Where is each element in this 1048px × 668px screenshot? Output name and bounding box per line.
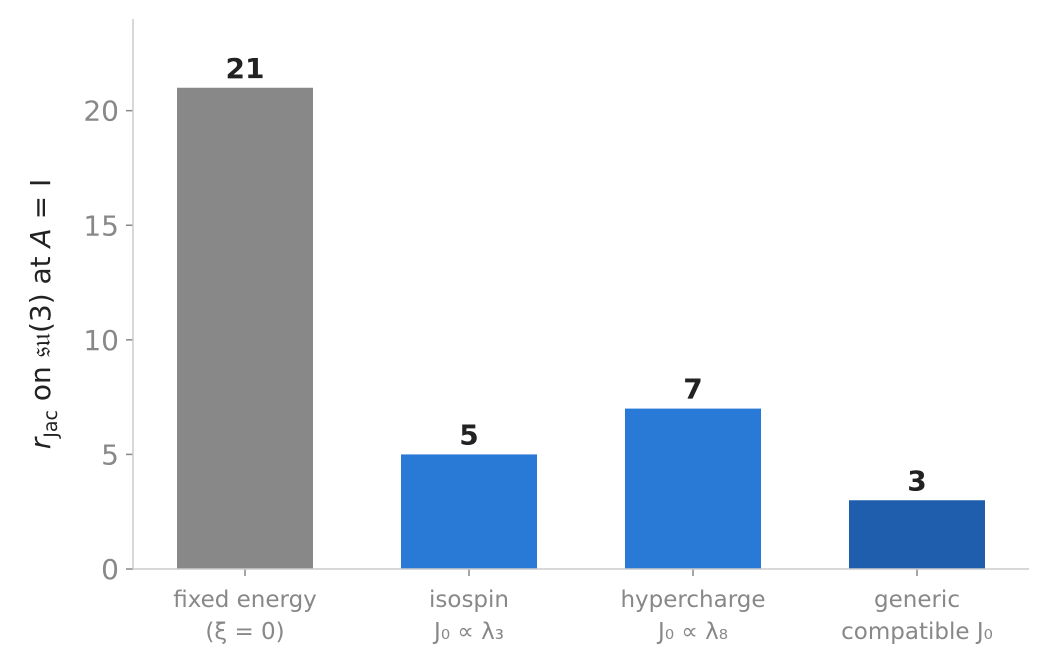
bars-group (177, 87, 985, 569)
bar-3 (849, 500, 985, 569)
value-label-0: 21 (226, 52, 265, 85)
x-tick-label-2-line-1: J₀ ∝ λ₈ (656, 619, 728, 645)
value-label-2: 7 (683, 373, 702, 406)
ylabel-subscript: Jac (40, 410, 62, 439)
y-tick-label-0: 0 (101, 553, 119, 586)
x-tick-label-1-line-1: J₀ ∝ λ₃ (432, 619, 504, 645)
ylabel-symbol: r (24, 436, 57, 449)
y-tick-label-4: 20 (83, 95, 119, 128)
y-tick-label-2: 10 (83, 324, 119, 357)
x-tick-label-0-line-0: fixed energy (173, 587, 317, 613)
x-tick-label-3-line-1: compatible J₀ (841, 619, 993, 645)
value-labels-group: 21 5 7 3 (226, 52, 927, 498)
value-label-3: 3 (907, 464, 926, 497)
x-tick-label-3-line-0: generic (874, 587, 960, 613)
x-axis-ticks: fixed energy (ξ = 0) isospin J₀ ∝ λ₃ hyperch… (173, 569, 993, 645)
y-tick-label-1: 5 (101, 438, 119, 471)
x-tick-label-0-line-1: (ξ = 0) (205, 619, 284, 645)
x-tick-label-2-line-0: hypercharge (620, 587, 765, 613)
bar-1 (401, 454, 537, 569)
y-tick-label-3: 15 (83, 209, 119, 242)
x-tick-label-1-line-0: isospin (429, 587, 509, 613)
bar-2 (625, 408, 761, 569)
bar-0 (177, 87, 313, 569)
ylabel-end: = I (24, 179, 57, 229)
value-label-1: 5 (459, 418, 478, 451)
ylabel-italic: A (24, 228, 57, 249)
ylabel-middle: on 𝔰𝔲(3) at (24, 247, 57, 410)
y-axis-label: rJac on 𝔰𝔲(3) at A = I (24, 179, 62, 450)
y-axis-ticks: 0 5 10 15 20 (83, 95, 133, 586)
